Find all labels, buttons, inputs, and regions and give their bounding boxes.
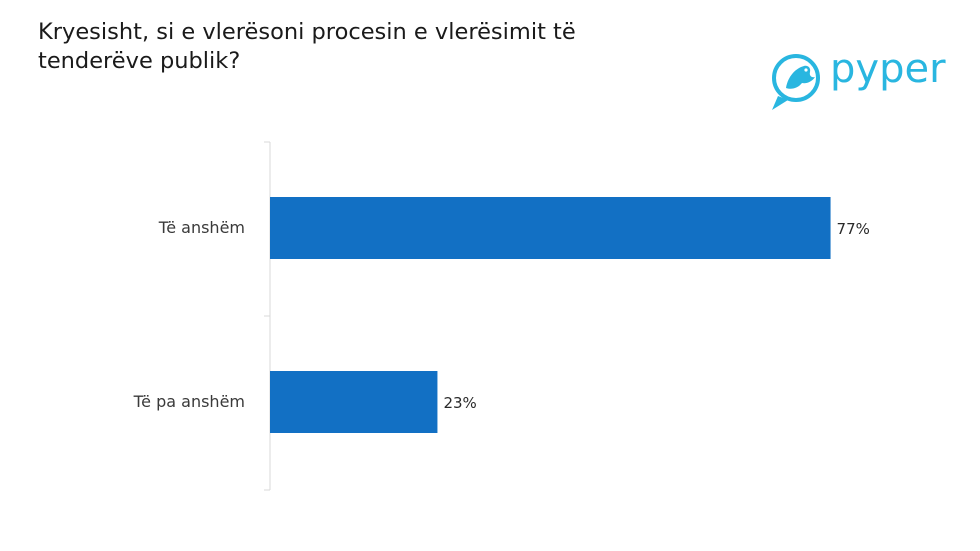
category-label: Të pa anshëm [133, 392, 245, 411]
bar [270, 197, 831, 259]
data-label: 77% [837, 220, 870, 238]
pyper-logo: pyper [768, 46, 948, 115]
category-label: Të anshëm [158, 218, 245, 237]
chart-title: Kryesisht, si e vlerësoni procesin e vle… [38, 19, 576, 74]
bar [270, 371, 438, 433]
logo-text: pyper [830, 46, 946, 92]
data-label: 23% [443, 394, 476, 412]
bird-icon [772, 54, 820, 110]
